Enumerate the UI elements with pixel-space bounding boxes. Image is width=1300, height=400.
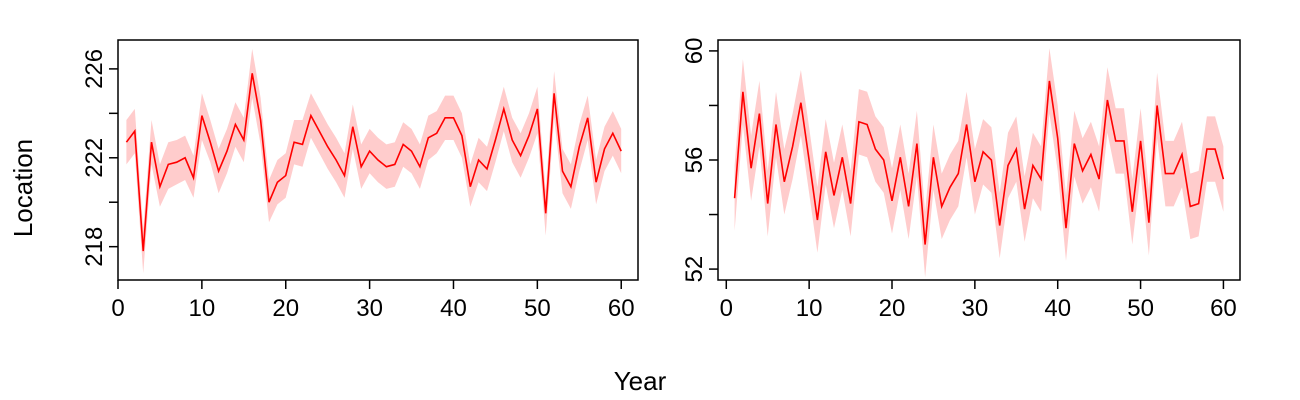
x-tick-label: 40 — [440, 295, 467, 322]
x-tick-label: 20 — [272, 295, 299, 322]
x-tick-label: 50 — [524, 295, 551, 322]
x-tick-label: 40 — [1044, 295, 1071, 322]
x-tick-label: 30 — [962, 295, 989, 322]
y-tick-label: 226 — [81, 49, 108, 89]
x-tick-label: 60 — [1210, 295, 1237, 322]
x-tick-label: 10 — [796, 295, 823, 322]
left-panel: 0 10 20 30 40 50 60 218 222 226 — [81, 39, 639, 322]
x-tick-label: 0 — [111, 295, 124, 322]
confidence-band — [734, 48, 1224, 278]
x-tick-label: 60 — [608, 295, 635, 322]
series-line — [125, 73, 622, 252]
plot-frame — [117, 39, 639, 281]
x-tick-label: 50 — [1127, 295, 1154, 322]
y-tick-label: 222 — [81, 138, 108, 178]
x-axis-title: Year — [614, 366, 667, 396]
x-tick-label: 0 — [720, 295, 733, 322]
y-tick-label: 218 — [81, 227, 108, 267]
y-tick-label: 52 — [681, 256, 708, 283]
x-tick-label: 20 — [879, 295, 906, 322]
y-axis-title: Location — [8, 139, 38, 237]
series-line — [733, 80, 1225, 245]
confidence-band — [126, 48, 622, 274]
x-tick-label: 30 — [356, 295, 383, 322]
x-tick-label: 10 — [189, 295, 216, 322]
y-tick-label: 56 — [681, 147, 708, 174]
y-tick-label: 60 — [681, 38, 708, 65]
right-panel: 0 10 20 30 40 50 60 52 56 60 — [681, 38, 1241, 322]
